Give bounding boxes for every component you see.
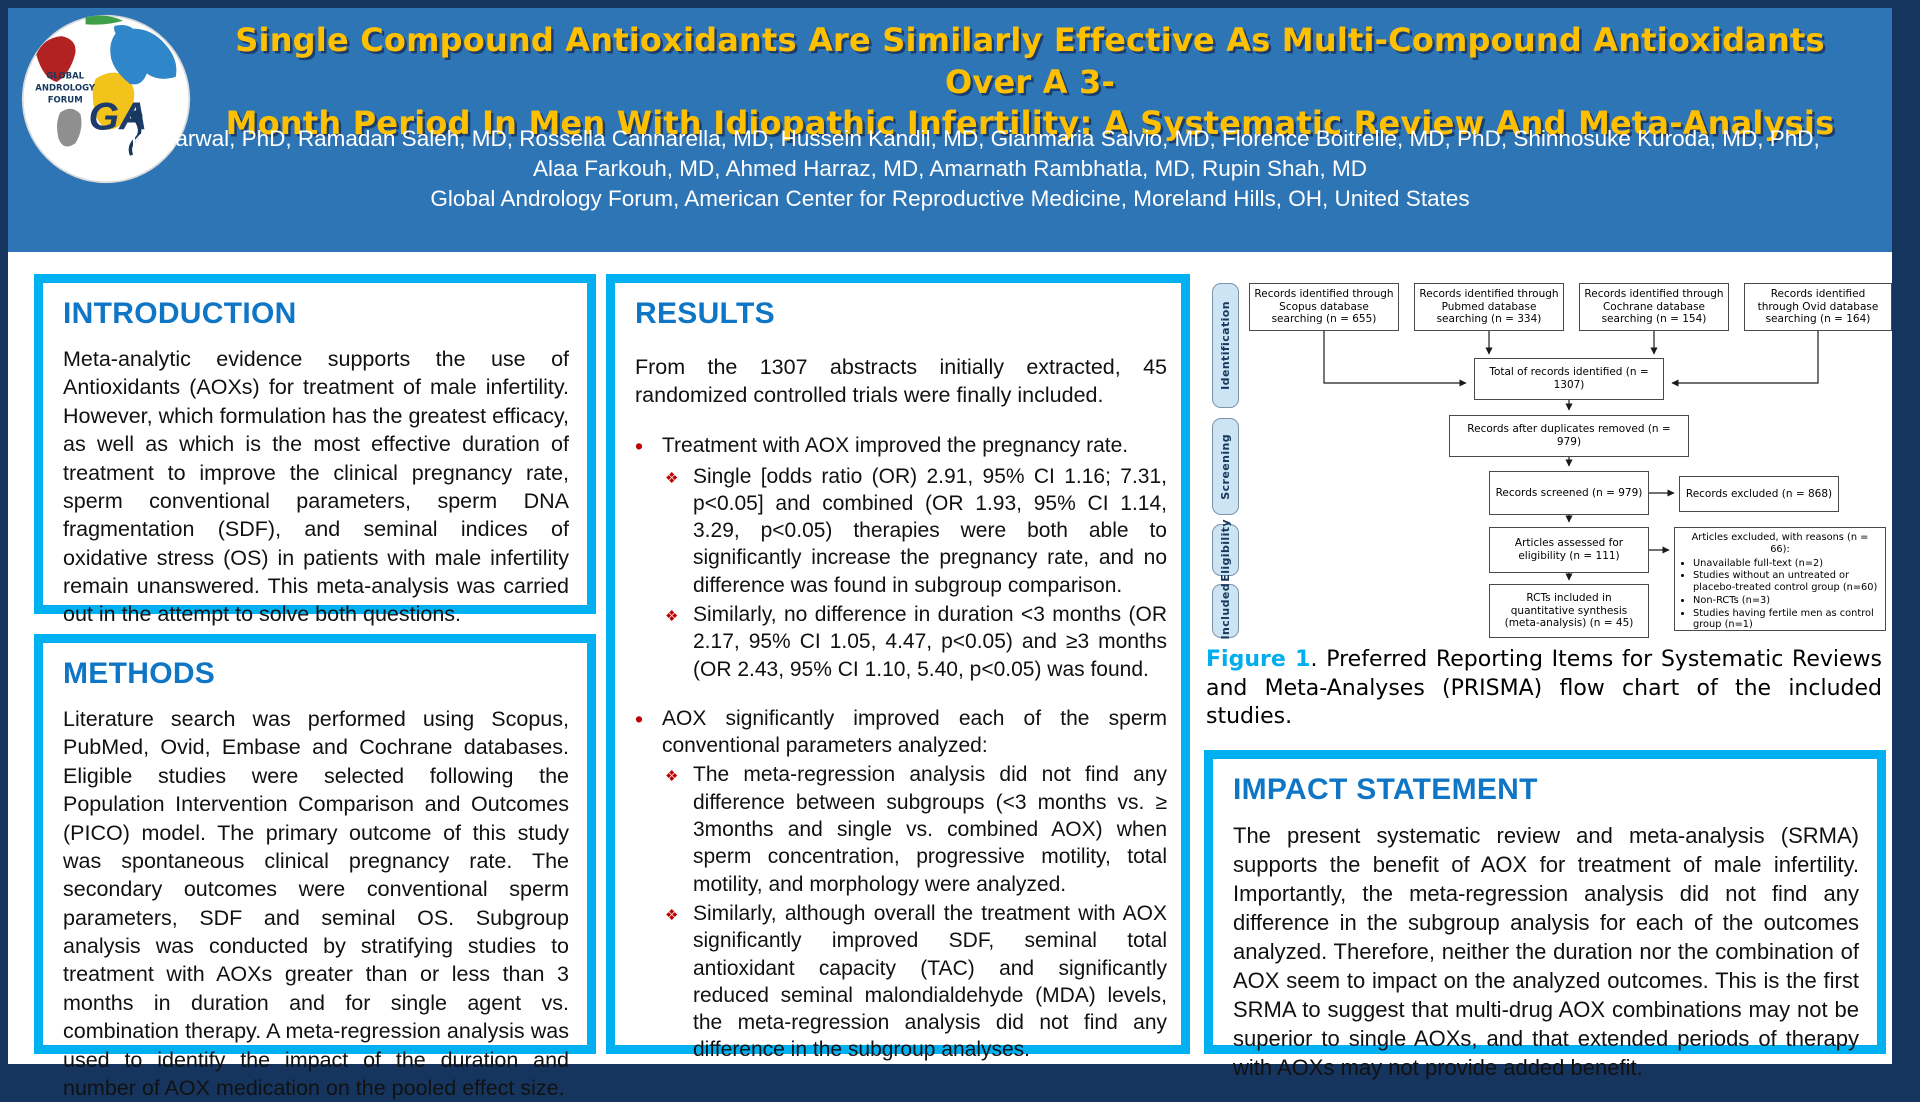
diamond-bullet-icon: ❖ <box>665 906 679 924</box>
logo-text-andrology: ANDROLOGY <box>35 84 96 94</box>
logo-wordmark: GLOBAL ANDROLOGY FORUM <box>35 72 96 106</box>
figure-caption-text: . Preferred Reporting Items for Systemat… <box>1206 647 1883 730</box>
logo-land-africa <box>92 72 135 130</box>
results-bullet-1-sub-2: ❖ Similarly, no difference in duration <… <box>665 601 1167 683</box>
poster-title-line1: Single Compound Antioxidants Are Similar… <box>235 21 1825 101</box>
content-area: INTRODUCTION Meta-analytic evidence supp… <box>8 252 1894 1100</box>
impact-statement-section: IMPACT STATEMENT The present systematic … <box>1204 750 1886 1080</box>
diamond-bullet-icon: ❖ <box>665 768 679 786</box>
stage-screening-label: Screening <box>1219 433 1232 500</box>
affiliation-line: Global Andrology Forum, American Center … <box>430 185 1470 211</box>
logo-sperm-tail-icon <box>128 120 142 156</box>
results-bullet-2: • AOX significantly improved each of the… <box>635 705 1167 760</box>
authors-line2: Alaa Farkouh, MD, Ahmed Harraz, MD, Amar… <box>532 155 1368 181</box>
diamond-bullet-icon: ❖ <box>665 469 679 487</box>
results-bullet-1-text: Treatment with AOX improved the pregnanc… <box>662 433 1129 457</box>
stage-identification-label: Identification <box>1219 301 1232 390</box>
stage-included-label: Included <box>1219 582 1232 640</box>
flowchart-box-cochrane: Records identified through Cochrane data… <box>1579 283 1729 331</box>
introduction-heading: INTRODUCTION <box>63 297 297 330</box>
flowchart-box-records-excluded: Records excluded (n = 868) <box>1679 476 1839 512</box>
flowchart-box-screened: Records screened (n = 979) <box>1489 471 1649 515</box>
logo-land-north-america <box>36 36 76 82</box>
figure-caption: Figure 1. Preferred Reporting Items for … <box>1206 646 1882 732</box>
logo-text-global: GLOBAL <box>46 72 84 82</box>
flowchart-box-rcts-included: RCTs included in quantitative synthesis … <box>1489 584 1649 638</box>
results-bullet-2-sub-2: ❖ Similarly, although overall the treatm… <box>665 900 1167 1064</box>
flowchart-box-total: Total of records identified (n = 1307) <box>1474 358 1664 400</box>
poster: GLOBAL ANDROLOGY FORUM GA Single Compoun… <box>8 8 1894 1100</box>
excluded-reason-item: Non-RCTs (n=3) <box>1693 595 1879 607</box>
global-andrology-forum-logo: GLOBAL ANDROLOGY FORUM GA <box>21 14 191 184</box>
methods-section: METHODS Literature search was performed … <box>34 634 596 1100</box>
results-bullet-2-sub-1-text: The meta-regression analysis did not fin… <box>693 763 1167 896</box>
poster-title: Single Compound Antioxidants Are Similar… <box>198 20 1862 145</box>
figure-label: Figure 1 <box>1206 647 1311 672</box>
stage-eligibility-label: Eligibility <box>1219 518 1232 582</box>
logo-sperm-head-icon <box>130 110 143 122</box>
methods-body: Literature search was performed using Sc… <box>63 707 569 1100</box>
logo-land-eurasia <box>110 28 177 85</box>
logo-land-south-america <box>57 108 82 147</box>
stage-screening: Screening <box>1212 418 1239 515</box>
stage-identification: Identification <box>1212 283 1239 408</box>
results-bullet-1-sub-1-text: Single [odds ratio (OR) 2.91, 95% CI 1.1… <box>693 464 1167 597</box>
results-intro: From the 1307 abstracts initially extrac… <box>635 355 1167 408</box>
results-bullet-1-sub-2-text: Similarly, no difference in duration <3 … <box>693 602 1167 681</box>
results-bullet-1: • Treatment with AOX improved the pregna… <box>635 432 1167 461</box>
logo-text-forum: FORUM <box>48 95 83 105</box>
results-bullet-2-sub-1: ❖ The meta-regression analysis did not f… <box>665 761 1167 897</box>
authors-block: Ashok Agarwal, PhD, Ramadan Saleh, MD, R… <box>48 124 1852 214</box>
flowchart-box-assessed: Articles assessed for eligibility (n = 1… <box>1489 527 1649 573</box>
results-bullet-2-text: AOX significantly improved each of the s… <box>662 706 1167 758</box>
prisma-flowchart: Identification Screening Eligibility Inc… <box>1204 278 1894 640</box>
results-bullet-2-sub-2-text: Similarly, although overall the treatmen… <box>693 901 1167 1062</box>
introduction-section: INTRODUCTION Meta-analytic evidence supp… <box>34 274 596 626</box>
excluded-reason-item: Unavailable full-text (n=2) <box>1693 558 1879 570</box>
methods-heading: METHODS <box>63 657 216 690</box>
bullet-dot-icon: • <box>635 705 644 732</box>
impact-body: The present systematic review and meta-a… <box>1233 823 1859 1081</box>
introduction-body: Meta-analytic evidence supports the use … <box>63 347 569 627</box>
results-section: RESULTS From the 1307 abstracts initiall… <box>606 274 1190 1061</box>
excluded-reasons-list: Unavailable full-text (n=2) Studies with… <box>1693 558 1879 632</box>
bullet-dot-icon: • <box>635 432 644 459</box>
flowchart-arrows <box>1323 331 1819 581</box>
results-bullet-1-sub-1: ❖ Single [odds ratio (OR) 2.91, 95% CI 1… <box>665 463 1167 599</box>
stage-eligibility: Eligibility <box>1212 519 1239 581</box>
impact-heading: IMPACT STATEMENT <box>1233 773 1538 806</box>
excluded-reason-item: Studies having fertile men as control gr… <box>1693 608 1879 632</box>
excluded-reasons-title: Articles excluded, with reasons (n = 66)… <box>1691 532 1869 555</box>
flowchart-box-pubmed: Records identified through Pubmed databa… <box>1414 283 1564 331</box>
flowchart-box-duplicates-removed: Records after duplicates removed (n = 97… <box>1449 415 1689 457</box>
excluded-reason-item: Studies without an untreated or placebo-… <box>1693 570 1879 594</box>
flowchart-box-excluded-reasons: Articles excluded, with reasons (n = 66)… <box>1674 527 1886 631</box>
stage-included: Included <box>1212 582 1239 640</box>
header-banner: GLOBAL ANDROLOGY FORUM GA Single Compoun… <box>8 8 1892 252</box>
diamond-bullet-icon: ❖ <box>665 607 679 625</box>
poster-title-line2: Month Period In Men With Idiopathic Infe… <box>225 104 1835 143</box>
logo-land-green <box>85 15 123 25</box>
flowchart-box-ovid: Records identified through Ovid database… <box>1744 283 1892 331</box>
results-heading: RESULTS <box>635 297 775 330</box>
authors-line1: Ashok Agarwal, PhD, Ramadan Saleh, MD, R… <box>80 126 1820 151</box>
flowchart-box-scopus: Records identified through Scopus databa… <box>1249 283 1399 331</box>
